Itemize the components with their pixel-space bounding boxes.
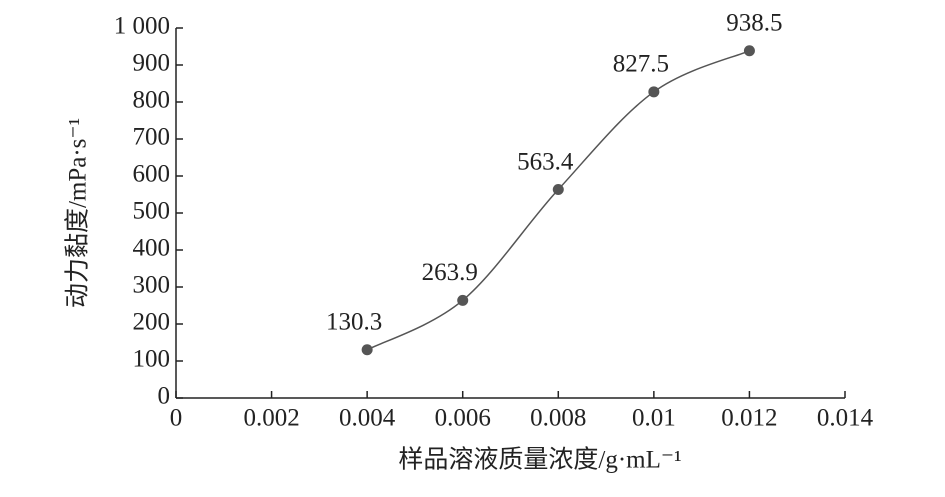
point [648, 86, 660, 98]
point [457, 294, 469, 306]
y-axis-label: 动力黏度/mPa·s⁻¹ [64, 118, 92, 308]
y-tick-label: 200 [133, 309, 171, 336]
data-label: 130.3 [326, 309, 382, 336]
x-tick-label: 0.008 [530, 405, 586, 432]
point [743, 45, 755, 57]
y-tick-label: 900 [133, 50, 171, 77]
y-tick-label: 500 [133, 198, 171, 225]
data-label: 563.4 [517, 148, 574, 175]
y-tick-label: 1 000 [114, 13, 170, 40]
y-tick-label: 800 [133, 87, 171, 114]
point [361, 344, 373, 356]
x-tick-label: 0.002 [243, 405, 299, 432]
y-tick-label: 400 [133, 235, 171, 262]
x-tick-label: 0.01 [632, 405, 676, 432]
y-tick-label: 100 [133, 346, 171, 373]
line [366, 50, 750, 351]
x-tick-label: 0.006 [435, 405, 491, 432]
x-tick-label: 0.014 [817, 405, 874, 432]
data-label: 263.9 [422, 259, 478, 286]
data-label: 827.5 [613, 51, 669, 78]
x-tick-label: 0 [170, 405, 183, 432]
x-tick-label: 0.004 [339, 405, 396, 432]
x-axis-label: 样品溶液质量浓度/g·mL⁻¹ [398, 446, 681, 474]
y-tick-label: 600 [133, 161, 171, 188]
data-label: 938.5 [726, 9, 782, 36]
y-tick-label: 0 [158, 383, 171, 410]
y-tick-label: 300 [133, 272, 171, 299]
point [552, 184, 564, 196]
x-tick-label: 0.012 [721, 405, 777, 432]
y-tick-label: 700 [133, 124, 171, 151]
